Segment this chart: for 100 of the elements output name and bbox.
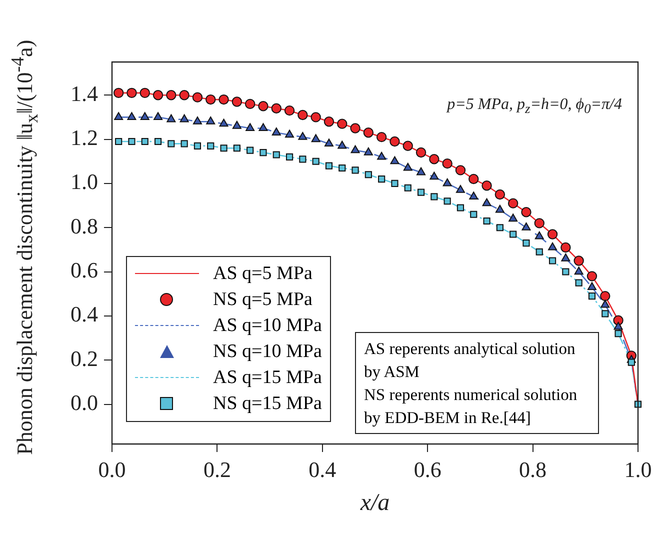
point: [483, 217, 490, 225]
point: [496, 224, 504, 232]
point: [402, 140, 413, 152]
point: [154, 112, 163, 120]
point: [416, 167, 426, 176]
point: [194, 142, 202, 150]
point: [376, 132, 387, 142]
point: [166, 90, 176, 100]
legend-label: AS q=5 MPa: [213, 263, 312, 285]
point: [154, 138, 162, 146]
point: [560, 242, 571, 253]
point: [562, 268, 570, 276]
point: [272, 151, 280, 158]
point: [338, 140, 347, 149]
point: [324, 116, 334, 127]
point: [482, 180, 492, 191]
point: [310, 112, 321, 122]
point: [140, 112, 150, 120]
point: [180, 140, 188, 148]
point: [166, 114, 176, 122]
point: [548, 257, 556, 264]
point: [404, 184, 412, 192]
point: [522, 240, 530, 247]
point: [298, 132, 308, 140]
point: [220, 144, 228, 152]
point: [233, 144, 240, 152]
point: [468, 174, 479, 184]
point: [246, 123, 255, 132]
legend-label: NS q=5 MPa: [213, 289, 312, 311]
point: [510, 230, 517, 238]
point: [416, 147, 426, 158]
point: [575, 279, 582, 286]
point: [246, 146, 254, 154]
y-tick-label: 1.0: [70, 169, 98, 194]
y-tick-label: 1.4: [70, 80, 98, 106]
point: [390, 136, 400, 147]
point: [363, 128, 374, 138]
point: [219, 118, 228, 127]
point: [338, 164, 346, 172]
point: [285, 130, 294, 138]
point: [180, 114, 189, 122]
legend-label: NS q=10 MPa: [213, 341, 322, 363]
point: [192, 116, 202, 124]
point: [482, 198, 492, 206]
point: [218, 94, 229, 105]
point: [377, 152, 386, 160]
y-tick-label: 0.4: [70, 302, 98, 327]
point: [311, 134, 320, 142]
x-tick-label: 0.2: [203, 456, 231, 482]
point: [587, 282, 596, 290]
point: [272, 128, 281, 136]
point: [115, 138, 122, 146]
point: [442, 178, 452, 186]
point: [614, 322, 623, 330]
point: [192, 92, 203, 102]
point: [337, 118, 348, 129]
point: [536, 248, 543, 256]
point: [206, 94, 216, 105]
point: [429, 154, 440, 164]
point: [168, 140, 175, 148]
x-tick-label: 0.4: [308, 456, 336, 482]
point: [417, 188, 425, 196]
annotation: p=5 MPa, p$_{z}$=h=0, ϕ$_{0}$=π/4: [447, 96, 622, 118]
point: [470, 210, 478, 218]
point: [444, 198, 451, 205]
annotation: NS reperents numerical solution by EDD-BEM in Re.[44]: [364, 384, 578, 429]
point: [298, 110, 308, 120]
point: [113, 88, 124, 98]
point: [547, 229, 558, 240]
point: [430, 193, 438, 200]
point: [508, 214, 518, 222]
point: [232, 120, 242, 129]
point: [378, 175, 386, 183]
point: [364, 147, 373, 156]
x-tick-label: 1.0: [624, 456, 652, 482]
y-tick-label: 0.2: [70, 346, 98, 371]
point: [364, 171, 372, 178]
point: [634, 400, 642, 408]
point: [140, 88, 150, 98]
point: [258, 101, 268, 112]
annotation: AS reperents analytical solution by ASM: [364, 338, 576, 383]
point: [586, 271, 598, 282]
point: [152, 90, 164, 100]
point: [574, 266, 584, 275]
y-tick-label: 1.2: [70, 125, 98, 150]
point: [442, 158, 452, 169]
point: [141, 138, 148, 146]
point: [522, 222, 531, 230]
point: [455, 165, 466, 176]
legend-label: NS q=15 MPa: [213, 393, 322, 415]
point: [350, 145, 360, 154]
point: [588, 292, 596, 300]
point: [574, 256, 584, 266]
point: [260, 148, 267, 156]
legend-label: AS q=15 MPa: [213, 367, 322, 389]
point: [207, 142, 214, 150]
x-tick-label: 0.0: [98, 456, 126, 482]
point: [324, 138, 334, 146]
point: [352, 166, 359, 174]
legend-label: AS q=10 MPa: [213, 315, 322, 337]
